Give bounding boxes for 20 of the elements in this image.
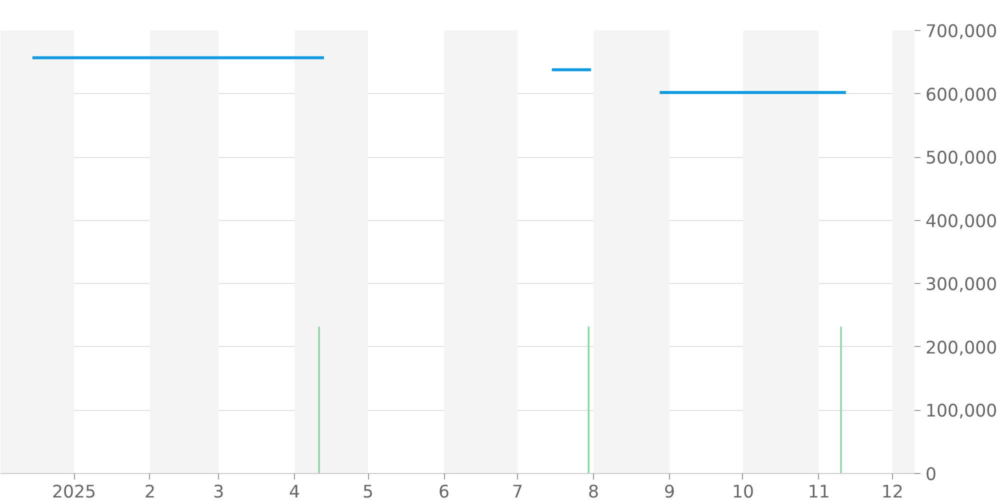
y-tick-label: 300,000 [926, 275, 998, 296]
y-tick-label: 200,000 [926, 338, 998, 358]
x-tick-label: 6 [438, 482, 450, 500]
x-tick-label: 11 [808, 482, 830, 500]
x-tick-label: 2025 [52, 482, 96, 500]
y-tick-label: 400,000 [926, 212, 998, 232]
x-tick-label: 8 [588, 482, 600, 500]
y-tick-label: 0 [926, 465, 937, 485]
x-tick-label: 2 [144, 482, 156, 500]
y-tick-label: 700,000 [926, 22, 998, 42]
x-tick-label: 10 [732, 482, 754, 500]
x-tick-label: 12 [881, 482, 904, 500]
x-tick-label: 5 [362, 482, 374, 500]
x-tick-label: 9 [664, 482, 675, 500]
y-tick-label: 500,000 [926, 148, 998, 169]
y-tick-label: 100,000 [926, 402, 998, 422]
x-tick-label: 4 [289, 482, 300, 500]
x-tick-label: 3 [213, 482, 224, 500]
x-tick-label: 7 [512, 482, 524, 500]
y-tick-label: 600,000 [926, 85, 998, 106]
